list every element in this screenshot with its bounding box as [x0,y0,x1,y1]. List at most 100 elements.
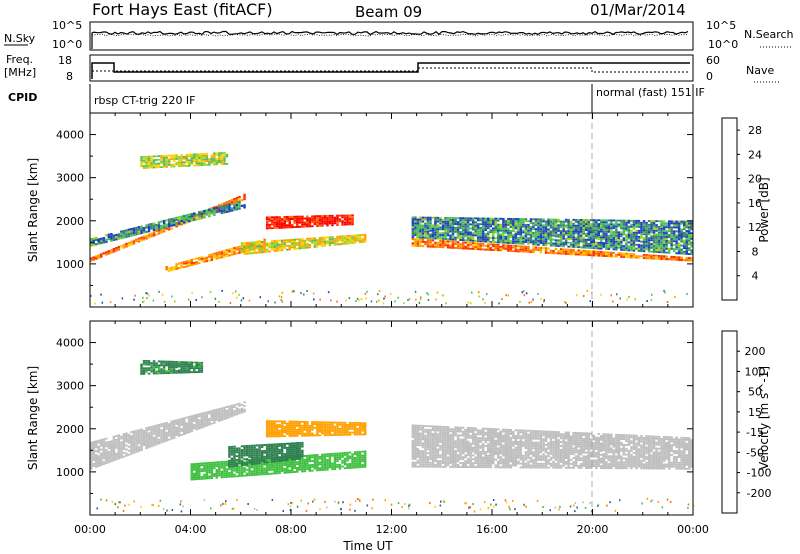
data-cell [177,218,181,221]
data-cell [434,222,437,225]
data-cell [288,218,291,221]
data-cell [218,257,221,259]
data-cell [627,229,631,232]
data-cell [220,476,224,479]
data-cell [660,228,663,230]
data-cell [487,243,490,246]
data-cell [652,237,656,240]
data-cell [160,441,163,444]
data-cell [582,236,585,239]
data-cell [220,409,224,412]
data-cell [100,253,103,256]
data-cell [190,361,193,364]
data-cell [321,219,324,221]
data-cell [162,436,166,439]
data-cell [167,158,171,161]
data-cell [519,229,523,232]
data-cell [356,464,359,467]
data-cell [90,453,93,456]
data-cell [343,239,347,241]
data-cell [597,250,600,253]
data-cell [338,421,342,424]
data-cell [341,243,344,245]
data-cell [225,153,229,156]
data-cell [424,226,427,229]
data-cell [298,445,301,448]
data-cell [185,165,188,167]
data-cell [464,231,467,234]
data-cell [532,222,535,225]
data-cell [255,471,259,474]
noise-cell [221,289,223,292]
data-cell [444,228,447,231]
data-cell [471,224,475,227]
data-cell [607,251,611,254]
data-cell [346,237,349,239]
data-cell [512,238,515,241]
data-cell [479,228,482,231]
data-cell [301,430,304,433]
data-cell [195,476,198,479]
data-cell [655,224,658,226]
data-cell [492,243,495,246]
data-cell [102,440,106,443]
data-cell [590,227,593,230]
data-cell [456,217,460,220]
data-cell [640,223,643,226]
data-cell [250,472,254,475]
data-cell [283,457,286,460]
data-cell [243,408,246,411]
data-cell [326,464,329,467]
data-cell [152,366,156,369]
data-cell [190,262,193,265]
data-cell [97,238,100,241]
data-cell [625,254,628,257]
data-cell [275,468,279,471]
data-cell [321,453,324,456]
data-cell [476,223,480,225]
data-cell [494,229,497,232]
data-cell [459,231,462,234]
data-cell [685,235,688,238]
data-cell [95,255,98,258]
data-cell [260,454,264,456]
data-cell [162,222,166,225]
data-cell [537,246,540,249]
data-cell [529,233,533,236]
data-cell [107,445,111,448]
data-cell [421,226,425,229]
data-cell [474,244,477,247]
data-cell [177,422,181,425]
data-cell [672,222,676,225]
data-cell [552,230,555,233]
data-cell [489,243,492,246]
data-cell [466,217,470,220]
data-cell [622,227,626,230]
data-cell [675,224,678,227]
data-cell [190,159,193,161]
data-cell [351,219,354,222]
data-cell [431,216,435,219]
data-cell [278,462,281,465]
data-cell [635,229,638,232]
data-cell [175,421,178,423]
data-cell [411,436,415,439]
data-cell [193,425,196,428]
noise-cell [528,301,530,304]
data-cell [539,249,543,252]
data-cell [296,446,299,449]
data-cell [230,408,234,411]
data-cell [346,425,349,428]
data-cell [660,255,663,258]
data-cell [155,432,158,434]
data-cell [650,235,653,238]
data-cell [459,237,462,239]
data-cell [228,254,231,257]
data-cell [585,234,588,237]
data-cell [308,223,312,226]
data-cell [188,261,191,264]
data-cell [288,244,291,247]
data-cell [291,426,294,429]
data-cell [333,464,337,467]
data-cell [333,222,337,225]
